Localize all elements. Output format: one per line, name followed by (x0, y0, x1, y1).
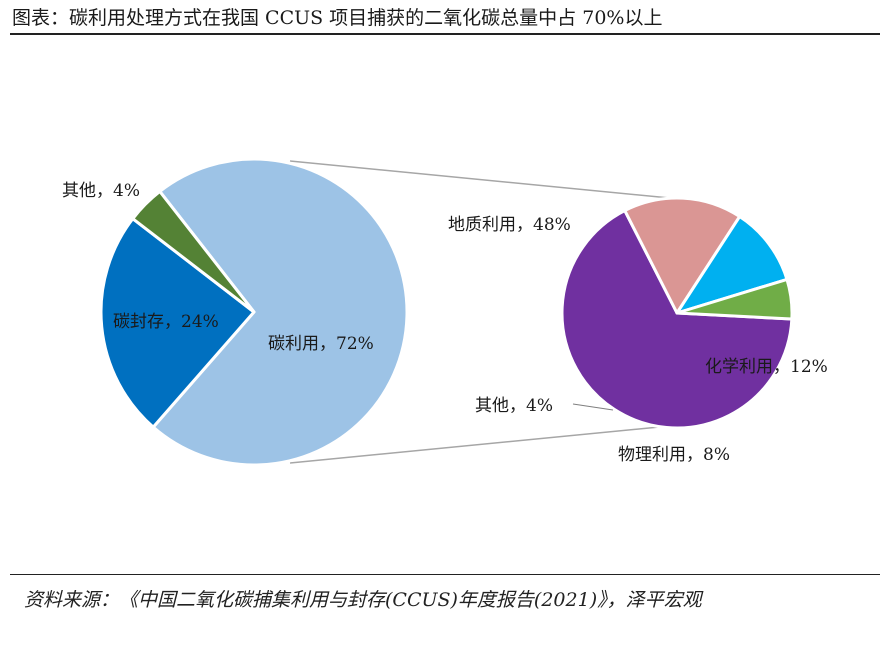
breakdown-slice-other[interactable] (675, 277, 794, 321)
label-chemical: 化学利用，12% (705, 357, 828, 377)
label-carbon-storage: 碳封存，24% (113, 312, 219, 332)
main-pie (99, 157, 409, 467)
breakdown-pie (560, 196, 794, 430)
main-pie-slice-other[interactable] (131, 189, 256, 314)
label-physical: 物理利用，8% (618, 445, 730, 465)
source-divider (10, 574, 880, 575)
label-other-main: 其他，4% (62, 181, 140, 201)
label-carbon-utilization: 碳利用，72% (268, 334, 374, 354)
source-note: 资料来源：《中国二氧化碳捕集利用与封存(CCUS)年度报告(2021)》，泽平宏… (24, 589, 702, 611)
breakdown-slice-geological[interactable] (560, 209, 794, 430)
label-other-breakdown: 其他，4% (475, 396, 553, 416)
connector-line-bottom (289, 423, 691, 464)
breakdown-slice-chemical[interactable] (623, 196, 742, 315)
main-pie-slice-carbon-storage[interactable] (99, 217, 256, 429)
chart-title: 图表：碳利用处理方式在我国 CCUS 项目捕获的二氧化碳总量中占 70%以上 (12, 7, 663, 29)
main-pie-slice-carbon-utilization[interactable] (151, 157, 409, 467)
leader-line-other (572, 403, 614, 411)
title-divider (10, 33, 880, 35)
connector-line-top (289, 160, 681, 200)
breakdown-slice-physical[interactable] (675, 215, 789, 315)
label-geological: 地质利用，48% (448, 215, 571, 235)
